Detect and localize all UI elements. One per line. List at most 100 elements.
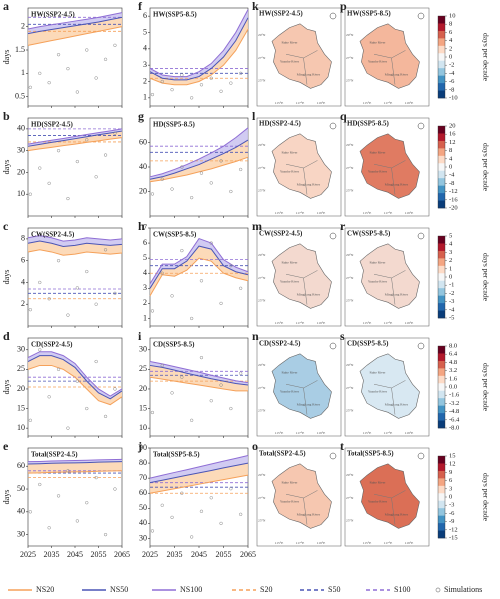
river-label: Mingjiang River [385, 73, 409, 77]
y-tick-label: 40 [17, 124, 25, 133]
legend-marker [435, 587, 441, 593]
series-line [27, 458, 123, 463]
colorbar-cell [438, 420, 445, 429]
simulation-point [56, 367, 61, 372]
simulation-point [229, 487, 233, 491]
colorbar-tick-label: 4.8 [449, 359, 457, 366]
panel-label: r [340, 219, 346, 233]
basin-boundary [373, 50, 406, 85]
river-label: Mingjiang River [297, 403, 321, 407]
river-label: Ruhe River [281, 371, 298, 375]
series-line [27, 470, 123, 474]
series-line [27, 351, 123, 397]
lat-label: 27°N [258, 166, 266, 170]
colorbar-tick-label: 2 [449, 45, 452, 52]
panel-title: HW(SSP5-8.5) [153, 11, 197, 19]
series-line [27, 130, 123, 147]
colorbar-cell [438, 368, 445, 377]
simulation-point [209, 496, 213, 500]
lat-label: 27°N [258, 496, 266, 500]
river-label: Yuanhe River [280, 170, 300, 174]
y-axis-label: days [2, 160, 11, 175]
y-tick-label: 60 [139, 488, 147, 497]
colorbar-tick-label: 0.0 [449, 383, 457, 390]
study-area [359, 463, 420, 529]
x-tick-label: 2035 [44, 550, 60, 559]
y-tick-label: 3 [143, 283, 147, 292]
colorbar-tick-label: -8.0 [449, 424, 459, 431]
simulation-point [47, 395, 51, 399]
simulation-point [190, 195, 194, 200]
colorbar-cell [438, 470, 445, 479]
legend-label: NS20 [36, 585, 54, 594]
simulation-point [209, 181, 213, 185]
lat-label: 25°N [346, 519, 354, 523]
river-label: Yuanhe River [280, 60, 300, 64]
simulation-point [239, 71, 243, 75]
lon-label: 119°E [317, 541, 326, 545]
band [28, 461, 122, 474]
simulation-point [219, 383, 223, 387]
colorbar-tick-label: -1 [449, 282, 454, 289]
colorbar-cell [438, 75, 445, 84]
panel-label: j [137, 439, 142, 453]
simulation-point [170, 88, 174, 92]
simulation-point [190, 316, 194, 321]
x-tick-label: 2045 [191, 550, 207, 559]
panel-label: i [138, 329, 142, 343]
colorbar-cell [438, 148, 445, 157]
colorbar-cell [438, 126, 445, 134]
legend-label: S20 [260, 585, 272, 594]
y-axis-label: days [2, 380, 11, 395]
lon-label: 117°E [384, 211, 393, 215]
band [28, 235, 122, 247]
simulation-point [239, 371, 243, 375]
y-tick-label: 4 [143, 44, 147, 53]
colorbar-cell [438, 68, 445, 76]
study-area [271, 133, 332, 199]
lon-label: 115°E [363, 541, 372, 545]
simulation-point [180, 248, 184, 253]
series-line [27, 249, 123, 256]
simulation-point [56, 53, 61, 57]
y-tick-label: 2 [21, 21, 25, 30]
lat-label: 29°N [258, 363, 266, 367]
simulation-point [75, 159, 79, 164]
simulation-point [85, 269, 89, 274]
lon-label: 115°E [363, 321, 372, 325]
colorbar-tick-label: 0 [449, 273, 452, 280]
simulation-point [85, 501, 89, 505]
y-tick-label: 50 [139, 503, 147, 512]
simulation-point [190, 535, 194, 539]
simulation-point [103, 153, 108, 157]
lat-label: 25°N [258, 409, 266, 413]
panel-title: CW(SSP5-8.5) [347, 230, 391, 238]
panel-label: g [138, 109, 144, 123]
colorbar-tick-label: -9 [449, 518, 454, 525]
lon-label: 115°E [275, 321, 284, 325]
colorbar-cell [438, 163, 445, 172]
colorbar-cell [438, 236, 445, 244]
colorbar-cell [438, 353, 445, 362]
colorbar-cell [438, 53, 445, 62]
panel-title: HD(SSP5-8.5) [153, 121, 195, 129]
lat-label: 27°N [258, 56, 266, 60]
y-tick-label: 6 [143, 238, 147, 247]
y-tick-label: 30 [17, 345, 25, 354]
river-label: Ruhe River [281, 481, 298, 485]
simulation-point [170, 515, 174, 520]
series-line [27, 364, 123, 406]
river-label: Ruhe River [369, 151, 386, 155]
colorbar-cell [438, 200, 445, 209]
colorbar-cell [438, 178, 445, 186]
lat-label: 29°N [258, 473, 266, 477]
colorbar-tick-label: -8 [449, 86, 454, 93]
panel-label: t [340, 439, 344, 453]
colorbar-tick-label: 5 [449, 232, 452, 239]
simulation-point [150, 192, 155, 196]
lon-label: 117°E [296, 541, 305, 545]
lon-label: 115°E [363, 101, 372, 105]
lon-label: 119°E [317, 101, 326, 105]
colorbar-cell [438, 310, 445, 319]
simulation-point [47, 526, 51, 530]
